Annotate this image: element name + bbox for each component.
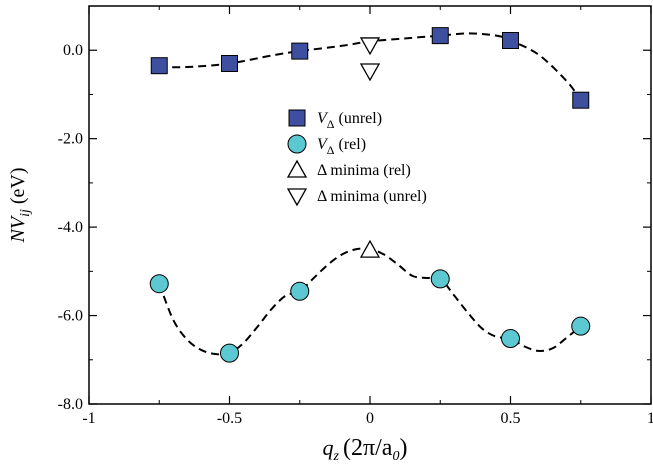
x-tick-label: -1 [82, 410, 95, 427]
x-tick-label: 1 [647, 410, 653, 427]
data-point-circle [149, 274, 169, 294]
data-point-circle [220, 343, 239, 363]
x-axis-label: qz (2π/a0) [323, 435, 408, 464]
data-point-circle [290, 281, 310, 301]
data-point-square [572, 91, 590, 109]
y-tick-label: -6.0 [58, 308, 83, 325]
legend-marker-circle [287, 134, 307, 154]
data-point-circle [571, 316, 591, 336]
legend-label: VΔ (rel) [317, 136, 366, 157]
data-point-circle [430, 269, 450, 289]
data-point-triangle-up [359, 239, 381, 258]
legend: VΔ (unrel) VΔ (rel) Δ minima (rel) Δ minima… [286, 109, 427, 207]
data-point-square [431, 27, 449, 45]
legend-label: Δ minima (rel) [317, 162, 411, 179]
data-points [149, 27, 591, 363]
legend-marker-square [288, 109, 306, 127]
data-point-circle [501, 329, 520, 349]
y-tick-label: -4.0 [58, 219, 83, 236]
data-point-triangle-down [359, 37, 381, 56]
legend-label: Δ minima (unrel) [317, 188, 427, 205]
fit-curve [159, 32, 582, 101]
y-axis-label: NVij (eV) [7, 168, 33, 244]
data-point-square [291, 42, 309, 60]
y-tick-label: -2.0 [58, 131, 83, 148]
data-point-square [221, 54, 238, 72]
legend-marker-triangle-up [286, 159, 308, 178]
data-point-square [150, 57, 168, 75]
x-tick-label: 0 [366, 410, 374, 427]
data-point-square [502, 31, 519, 49]
x-tick-label: -0.5 [217, 410, 242, 427]
axis-ticks: -1 -0.5 0 0.5 1 0.0 -2.0 -4.0 -6.0 -8.0 [58, 6, 653, 427]
legend-label: VΔ (unrel) [317, 110, 382, 131]
y-tick-label: 0.0 [63, 42, 83, 59]
y-tick-label: -8.0 [58, 396, 83, 413]
data-point-triangle-down [359, 63, 381, 82]
x-tick-label: 0.5 [501, 410, 521, 427]
legend-marker-triangle-down [286, 188, 308, 207]
